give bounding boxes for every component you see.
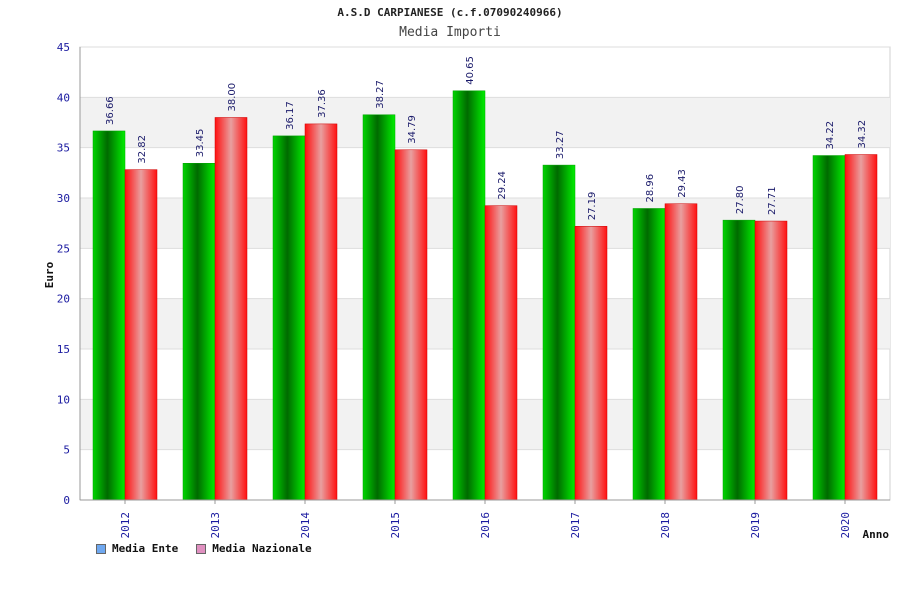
data-label: 33.27 xyxy=(555,130,566,159)
bar-media-ente xyxy=(362,114,396,501)
bar-media-nazionale xyxy=(574,226,608,501)
bar-media-ente xyxy=(632,208,666,501)
data-label: 33.45 xyxy=(195,129,206,158)
data-label: 29.24 xyxy=(497,171,508,200)
bar-media-nazionale xyxy=(124,169,158,501)
y-tick-label: 35 xyxy=(57,142,70,155)
bar-media-nazionale xyxy=(484,205,518,501)
legend-label-media-ente: Media Ente xyxy=(112,542,179,555)
data-label: 27.80 xyxy=(735,186,746,215)
bar-media-ente xyxy=(812,155,846,501)
x-tick-label: 2014 xyxy=(299,512,312,539)
data-label: 27.71 xyxy=(767,186,778,215)
bar-media-ente xyxy=(92,130,126,501)
bar-media-nazionale xyxy=(664,203,698,501)
x-axis-label: Anno xyxy=(863,528,890,541)
bar-media-nazionale xyxy=(844,154,878,501)
x-tick-label: 2015 xyxy=(389,512,402,539)
legend-swatch-media-nazionale xyxy=(196,543,207,554)
bar-media-nazionale xyxy=(394,149,428,501)
data-label: 34.32 xyxy=(857,120,868,149)
bar-media-ente xyxy=(272,135,306,501)
data-label: 34.22 xyxy=(825,121,836,150)
data-label: 29.43 xyxy=(677,169,688,198)
data-label: 34.79 xyxy=(407,115,418,144)
data-label: 36.17 xyxy=(285,101,296,130)
data-label: 38.00 xyxy=(227,83,238,112)
data-label: 36.66 xyxy=(105,96,116,125)
y-tick-label: 40 xyxy=(57,91,70,104)
data-label: 40.65 xyxy=(465,56,476,85)
y-axis-label: Euro xyxy=(43,261,56,288)
chart-title: A.S.D CARPIANESE (c.f.07090240966) xyxy=(337,6,563,19)
y-tick-label: 25 xyxy=(57,242,70,255)
bar-media-nazionale xyxy=(214,117,248,501)
data-label: 28.96 xyxy=(645,174,656,203)
x-tick-label: 2020 xyxy=(839,512,852,539)
bar-media-ente xyxy=(182,163,216,501)
y-tick-label: 30 xyxy=(57,192,70,205)
bar-media-nazionale xyxy=(304,123,338,501)
legend-swatch-media-ente xyxy=(96,543,106,554)
legend-label-media-nazionale: Media Nazionale xyxy=(212,542,312,555)
y-tick-label: 45 xyxy=(57,41,70,54)
data-label: 32.82 xyxy=(137,135,148,164)
chart-legend: Media Ente Media Nazionale xyxy=(96,542,312,555)
chart-subtitle: Media Importi xyxy=(399,25,501,40)
data-label: 37.36 xyxy=(317,89,328,118)
x-tick-label: 2019 xyxy=(749,512,762,539)
x-tick-label: 2013 xyxy=(209,512,222,539)
x-tick-label: 2017 xyxy=(569,512,582,539)
x-tick-label: 2018 xyxy=(659,512,672,539)
y-tick-label: 0 xyxy=(63,494,70,507)
x-tick-label: 2016 xyxy=(479,512,492,539)
x-tick-label: 2012 xyxy=(119,512,132,539)
y-tick-label: 20 xyxy=(57,293,70,306)
bar-media-ente xyxy=(722,219,756,501)
y-tick-label: 5 xyxy=(63,444,70,457)
data-label: 38.27 xyxy=(375,80,386,109)
bar-media-nazionale xyxy=(754,220,788,501)
legend-item-media-ente: Media Ente xyxy=(96,542,178,555)
y-tick-label: 10 xyxy=(57,393,70,406)
data-label: 27.19 xyxy=(587,192,598,221)
bar-media-ente xyxy=(452,90,486,501)
bar-media-ente xyxy=(542,164,576,501)
y-tick-label: 15 xyxy=(57,343,70,356)
legend-item-media-nazionale: Media Nazionale xyxy=(196,542,312,555)
